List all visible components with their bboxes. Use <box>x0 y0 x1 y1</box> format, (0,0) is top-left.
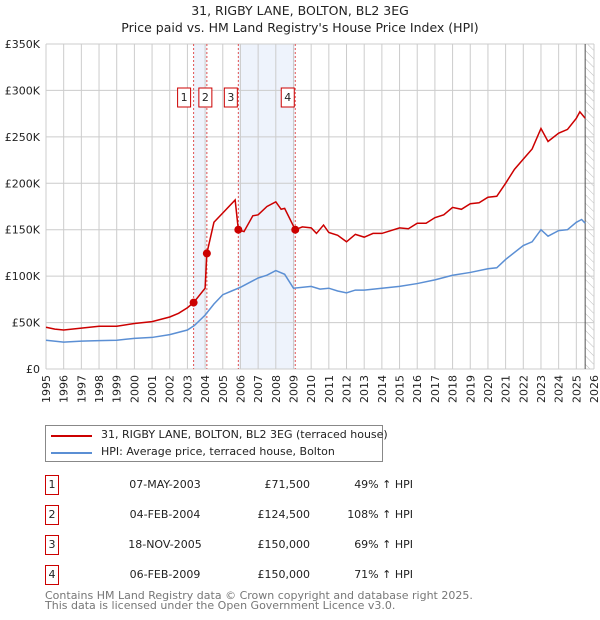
price-chart: 1995 1996 1997 1998 1999 2000 2001 2002 2003 2004… <box>5 38 600 403</box>
x-tick-label: 2004 <box>199 375 212 403</box>
y-tick-label: £0 <box>26 363 40 376</box>
x-tick-label: 2023 <box>535 375 548 403</box>
forecast-hatch <box>585 44 594 369</box>
x-tick-label: 1996 <box>58 375 71 403</box>
legend-swatch-property <box>51 435 92 437</box>
sale-date: 06-FEB-2009 <box>129 568 201 581</box>
y-tick-label: £250K <box>5 131 41 144</box>
x-tick-label: 2014 <box>376 375 389 403</box>
x-tick-label: 2024 <box>553 375 566 403</box>
sale-price: £124,500 <box>257 508 311 521</box>
sale-number: 2 <box>45 505 59 525</box>
x-tick-label: 2025 <box>570 375 583 403</box>
x-tick-label: 1999 <box>111 375 124 403</box>
x-tick-label: 2015 <box>394 375 407 403</box>
sale-point <box>234 225 243 234</box>
sale-label: 4 <box>284 91 291 104</box>
sale-label: 1 <box>181 91 188 104</box>
sale-date: 04-FEB-2004 <box>129 508 201 521</box>
footer-copyright: Contains HM Land Registry data © Crown c… <box>45 589 473 602</box>
x-tick-label: 2003 <box>181 375 194 403</box>
x-tick-label: 2011 <box>323 375 336 403</box>
x-tick-label: 1995 <box>40 375 53 403</box>
sale-point <box>189 298 198 307</box>
chart-subtitle: Price paid vs. HM Land Registry's House … <box>121 20 479 35</box>
x-tick-label: 1998 <box>93 375 106 403</box>
sale-number: 1 <box>45 475 59 495</box>
footer-licence: This data is licensed under the Open Gov… <box>45 599 396 612</box>
x-tick-label: 2026 <box>588 375 600 403</box>
x-tick-label: 2000 <box>128 375 141 403</box>
x-tick-label: 2013 <box>358 375 371 403</box>
y-tick-label: £150K <box>5 224 41 237</box>
legend-swatch-hpi <box>51 452 92 454</box>
x-tick-label: 2008 <box>270 375 283 403</box>
sale-row: 2 04-FEB-2004 £124,500 108% ↑ HPI <box>45 505 413 525</box>
x-tick-label: 2018 <box>447 375 460 403</box>
hpi-line <box>45 218 586 343</box>
x-tick-label: 2010 <box>305 375 318 403</box>
x-tick-label: 2007 <box>252 375 265 403</box>
y-tick-label: £100K <box>5 270 41 283</box>
chart-title: 31, RIGBY LANE, BOLTON, BL2 3EG <box>191 3 409 18</box>
sale-label-box <box>223 87 238 108</box>
x-tick-label: 2001 <box>146 375 159 403</box>
x-tick-label: 2002 <box>164 375 177 403</box>
x-tick-label: 2006 <box>234 375 247 403</box>
legend-label-hpi: HPI: Average price, terraced house, Bolt… <box>101 445 335 458</box>
x-tick-label: 2009 <box>287 375 300 403</box>
y-tick-label: £350K <box>5 38 41 51</box>
sale-point <box>291 225 300 234</box>
x-tick-label: 2020 <box>482 375 495 403</box>
x-tick-label: 2012 <box>341 375 354 403</box>
sale-price: £150,000 <box>257 538 311 551</box>
sale-price: £71,500 <box>264 478 311 491</box>
shaded-period <box>193 44 207 369</box>
x-tick-label: 2019 <box>464 375 477 403</box>
y-tick-label: £300K <box>5 84 41 97</box>
sale-row: 1 07-MAY-2003 £71,500 49% ↑ HPI <box>45 475 413 495</box>
sale-row: 4 06-FEB-2009 £150,000 71% ↑ HPI <box>45 565 413 585</box>
sale-label: 2 <box>202 91 209 104</box>
sale-date: 07-MAY-2003 <box>129 478 201 491</box>
sale-price: £150,000 <box>257 568 311 581</box>
x-tick-label: 2016 <box>411 375 424 403</box>
sale-label-box <box>198 87 213 108</box>
legend-label-property: 31, RIGBY LANE, BOLTON, BL2 3EG (terrace… <box>101 428 388 441</box>
sale-label: 3 <box>227 91 234 104</box>
sale-point <box>202 249 211 258</box>
sale-hpi-change: 49% ↑ HPI <box>354 478 413 491</box>
y-tick-label: £200K <box>5 177 41 190</box>
legend: 31, RIGBY LANE, BOLTON, BL2 3EG (terrace… <box>45 425 388 462</box>
property-price-line <box>45 110 586 331</box>
sale-hpi-change: 71% ↑ HPI <box>354 568 413 581</box>
x-tick-label: 2022 <box>517 375 530 403</box>
x-tick-label: 2005 <box>217 375 230 403</box>
sale-number: 3 <box>45 535 59 555</box>
sale-hpi-change: 69% ↑ HPI <box>354 538 413 551</box>
x-tick-label: 2017 <box>429 375 442 403</box>
x-tick-label: 2021 <box>500 375 513 403</box>
sale-label-box <box>177 87 192 108</box>
sale-date: 18-NOV-2005 <box>128 538 202 551</box>
x-tick-label: 1997 <box>75 375 88 403</box>
sale-number: 4 <box>45 565 59 585</box>
sale-row: 3 18-NOV-2005 £150,000 69% ↑ HPI <box>45 535 413 555</box>
sale-hpi-change: 108% ↑ HPI <box>347 508 413 521</box>
y-tick-label: £50K <box>12 317 41 330</box>
sale-label-box <box>280 87 295 108</box>
